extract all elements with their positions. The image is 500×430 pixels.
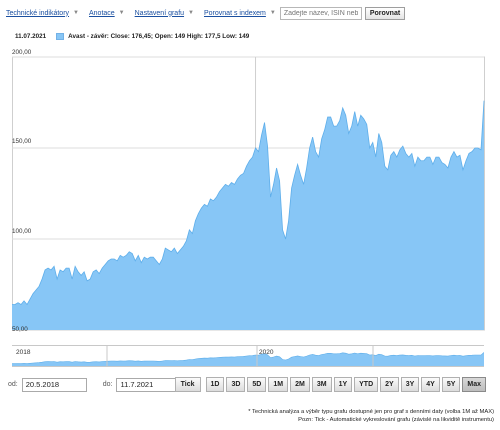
- series-swatch: [56, 32, 65, 40]
- navigator-year-label: 2018: [16, 349, 31, 356]
- chart-toolbar: Technické indikátory ▼ Anotace ▼ Nastave…: [6, 6, 496, 20]
- navigator-svg: [12, 346, 485, 366]
- period-button-2m[interactable]: 2M: [290, 377, 310, 392]
- price-area: [12, 100, 484, 331]
- footnote-line: Pozn: Tick - Automatické vykreslování gr…: [298, 417, 494, 423]
- range-navigator[interactable]: 2018 2020: [12, 345, 485, 367]
- annotation-label: Anotace: [88, 9, 115, 17]
- price-chart-svg: [12, 56, 485, 331]
- period-button-1m[interactable]: 1M: [268, 377, 289, 392]
- compare-index-label: Porovnat s indexem: [204, 9, 266, 17]
- y-tick-label: 200,00: [12, 49, 32, 56]
- footnote: * Technická analýza a výběr typu grafu d…: [248, 408, 494, 424]
- graph-settings-label: Nastavení grafu: [134, 9, 185, 17]
- y-tick-label: 150,00: [12, 138, 32, 145]
- annotation-menu[interactable]: Anotace: [89, 10, 115, 17]
- chevron-down-icon: ▼: [188, 10, 194, 16]
- legend-date: 11.07.2021: [15, 32, 47, 40]
- period-selector: Tick 1D 3D 5D 1M 2M 3M 1Y YTD 2Y 3Y 4Y 5Y Max: [173, 377, 486, 392]
- navigator-year-label: 2020: [259, 349, 274, 356]
- compare-search-input[interactable]: [279, 6, 362, 20]
- navigator-area: [12, 352, 484, 366]
- chevron-down-icon: ▼: [269, 10, 276, 16]
- compare-button[interactable]: Porovnat: [364, 6, 406, 20]
- technical-indicators-menu[interactable]: Technické indikátory: [6, 10, 69, 17]
- technical-indicators-label: Technické indikátory: [6, 9, 70, 17]
- period-button-1y[interactable]: 1Y: [333, 377, 353, 392]
- date-range-controls: od: do: Tick 1D3D5D1M2M3M1YYTD2Y3Y4Y5YMa…: [8, 377, 496, 392]
- period-button-3y[interactable]: 3Y: [400, 377, 420, 392]
- period-button-ytd[interactable]: YTD: [354, 377, 379, 392]
- period-button-2y[interactable]: 2Y: [380, 377, 399, 392]
- price-line: [12, 100, 485, 306]
- y-tick-label: 100,00: [12, 228, 32, 235]
- graph-settings-menu[interactable]: Nastavení grafu: [135, 10, 184, 17]
- period-button-max[interactable]: Max: [462, 377, 486, 392]
- period-button-3d[interactable]: 3D: [226, 377, 246, 392]
- period-button-5d[interactable]: 5D: [247, 377, 267, 392]
- from-date-input[interactable]: [21, 377, 87, 392]
- to-date-input[interactable]: [116, 377, 182, 392]
- period-button-5y[interactable]: 5Y: [441, 377, 461, 392]
- price-chart[interactable]: 200,00 150,00 100,00 50,00: [12, 43, 496, 335]
- period-button-4y[interactable]: 4Y: [421, 377, 440, 392]
- y-tick-label: 50,00: [12, 326, 28, 333]
- footnote-line: * Technická analýza a výběr typu grafu d…: [248, 409, 494, 415]
- chevron-down-icon: ▼: [73, 10, 79, 16]
- tick-button[interactable]: Tick: [174, 377, 201, 392]
- to-label: do:: [102, 381, 113, 388]
- from-label: od:: [8, 381, 18, 388]
- compare-index-menu[interactable]: Porovnat s indexem: [204, 10, 266, 17]
- period-button-3m[interactable]: 3M: [311, 377, 332, 392]
- legend-series-text: Avast - závěr: Close: 176,45; Open: 149 …: [68, 32, 250, 40]
- navigator-line: [12, 352, 485, 364]
- chevron-down-icon: ▼: [118, 10, 125, 16]
- chart-legend: 11.07.2021 Avast - závěr: Close: 176,45;…: [15, 31, 249, 41]
- period-button-1d[interactable]: 1D: [205, 377, 225, 392]
